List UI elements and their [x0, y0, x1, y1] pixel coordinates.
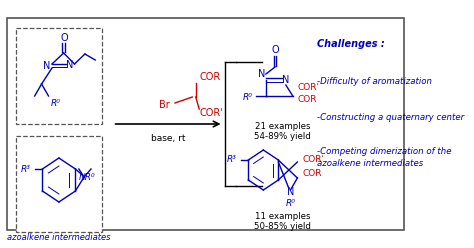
Text: -Competing dimerization of the: -Competing dimerization of the [317, 148, 452, 156]
Text: base, rt: base, rt [151, 133, 185, 143]
Text: COR: COR [302, 169, 322, 179]
Text: azoalkene intermediates: azoalkene intermediates [7, 234, 110, 243]
Text: COR': COR' [298, 84, 320, 93]
Text: R³: R³ [226, 155, 236, 164]
Text: NR⁰: NR⁰ [79, 173, 96, 182]
Text: -Constructing a quaternary center: -Constructing a quaternary center [317, 114, 464, 123]
Text: 11 examples
50-85% yield: 11 examples 50-85% yield [254, 212, 311, 231]
Text: COR: COR [298, 95, 318, 104]
Text: azoalkene intermediates: azoalkene intermediates [317, 159, 423, 168]
Text: Br: Br [159, 100, 170, 110]
Text: R⁰: R⁰ [51, 99, 60, 109]
Text: R³: R³ [20, 164, 30, 174]
Text: COR': COR' [199, 108, 223, 118]
Text: COR': COR' [302, 155, 325, 164]
Text: R⁰: R⁰ [285, 199, 295, 209]
Text: R⁰: R⁰ [243, 93, 253, 102]
Text: -Difficulty of aromatization: -Difficulty of aromatization [317, 77, 432, 87]
Text: O: O [272, 45, 279, 55]
Bar [7, 18, 404, 230]
Text: N: N [282, 75, 290, 85]
Text: N: N [43, 61, 50, 71]
Text: N: N [287, 187, 294, 197]
Text: Challenges :: Challenges : [317, 39, 385, 49]
Text: N: N [258, 69, 265, 79]
Text: COR: COR [199, 72, 220, 82]
Text: N: N [66, 60, 74, 70]
Text: O: O [60, 33, 68, 43]
Bar [16, 28, 102, 124]
Bar [16, 136, 102, 232]
Text: 21 examples
54-89% yield: 21 examples 54-89% yield [254, 122, 311, 141]
